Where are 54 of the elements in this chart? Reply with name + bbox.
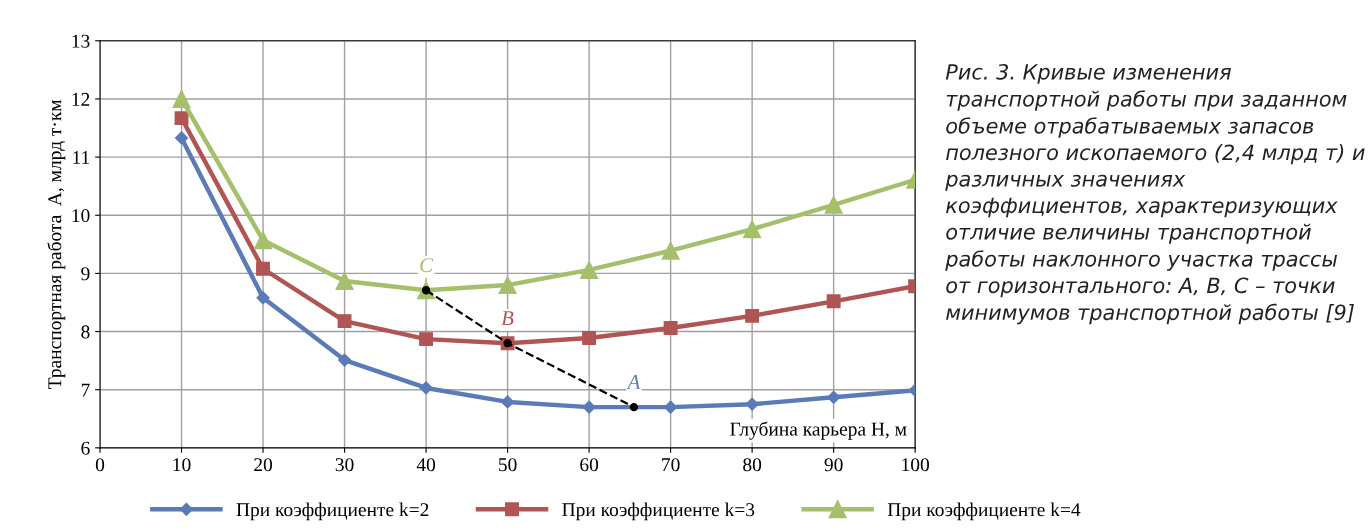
y-tick-label: 7 — [81, 383, 90, 397]
point — [826, 294, 841, 309]
y-tick-label: 9 — [81, 267, 90, 281]
x-tick-label: 60 — [580, 458, 599, 472]
x-tick-label: 30 — [335, 458, 354, 472]
point — [337, 314, 352, 329]
x-tick-label: 40 — [416, 458, 436, 472]
point — [580, 260, 599, 279]
y-axis-title: Транспортная работа A, млрд т·км — [47, 99, 66, 389]
legend-label: При коэффициенте k=2 — [236, 502, 429, 521]
point — [582, 331, 597, 345]
annotation: A — [626, 375, 641, 389]
point — [582, 400, 596, 414]
x-tick-label: 80 — [743, 458, 762, 472]
point — [664, 400, 678, 414]
x-tick-label: 0 — [95, 458, 105, 472]
y-tick-label: 8 — [81, 325, 90, 339]
point — [419, 381, 433, 395]
y-tick-label: 12 — [72, 92, 90, 106]
point — [254, 231, 273, 250]
point — [743, 220, 762, 239]
point — [745, 397, 759, 411]
point — [500, 395, 515, 409]
x-tick-label: 90 — [824, 458, 843, 472]
point — [824, 195, 843, 214]
annotation: B — [501, 311, 514, 325]
y-tick-label: 13 — [72, 34, 90, 48]
annotation: C — [420, 258, 434, 273]
x-tick-label: 70 — [662, 458, 680, 472]
point — [256, 261, 270, 276]
point — [661, 241, 680, 260]
point — [498, 276, 517, 295]
point — [745, 308, 760, 323]
x-tick-label: 10 — [173, 458, 191, 472]
point — [256, 291, 270, 305]
x-tick-label: 50 — [498, 458, 517, 472]
x-tick-label: 100 — [902, 458, 929, 472]
legend-label: При коэффициенте k=3 — [562, 502, 755, 521]
text: Рис. 3. Кривые изменения транспортной работы при заданном объеме отрабатываемых запасов полезного ископаемого (2,4 млрд т) и различных значениях коэффициентов, характеризующих отличие величины транспортной работы наклонного участка трассы от горизонтального: А, В, С – точки минимумов транспортной работы [9] — [945, 63, 1365, 325]
y-tick-label: 11 — [73, 151, 90, 164]
point — [419, 332, 434, 347]
point — [827, 390, 841, 404]
x-axis-title: Глубина карьера H, м — [730, 421, 907, 440]
y-tick-label: 6 — [81, 441, 90, 455]
x-tick-label: 20 — [254, 458, 273, 472]
point — [172, 89, 191, 108]
legend-label: При коэффициенте k=4 — [887, 502, 1081, 521]
point — [174, 131, 189, 145]
point — [335, 271, 354, 290]
point — [663, 321, 678, 336]
point — [174, 111, 189, 126]
point — [337, 353, 352, 367]
y-tick-label: 10 — [72, 209, 90, 223]
point — [629, 402, 639, 412]
